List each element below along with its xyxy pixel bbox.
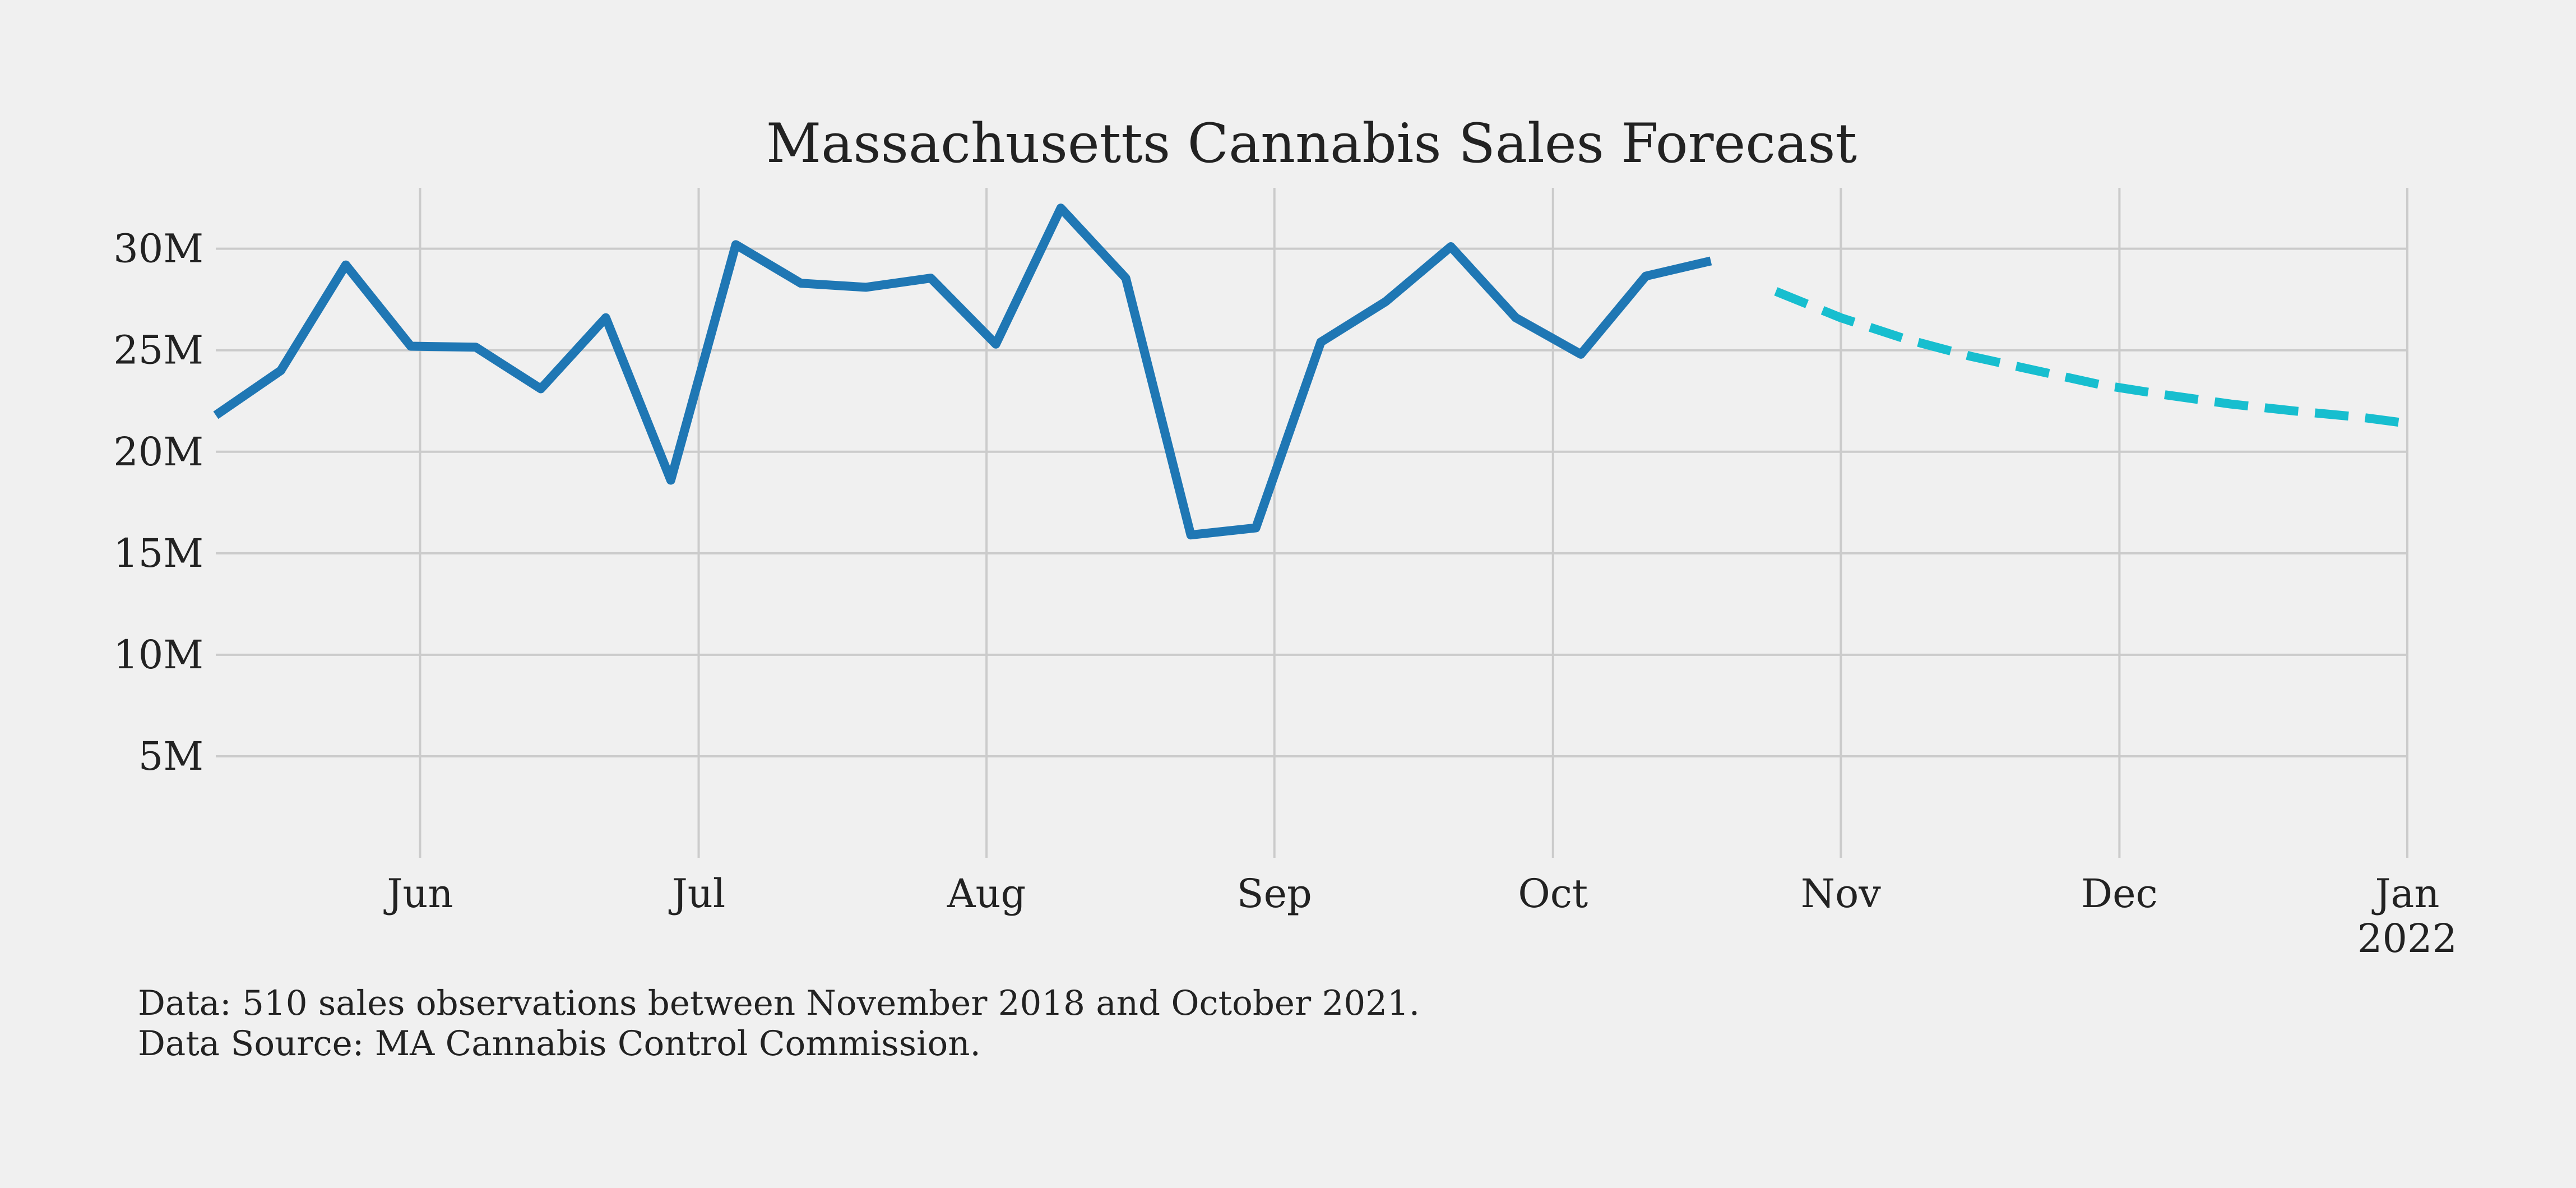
- sales-point: [540, 389, 541, 390]
- y-axis-ticks: 5M 10M 15M 20M 25M 30M: [113, 226, 203, 779]
- forecast-point: [2035, 370, 2036, 371]
- sales-point: [475, 346, 476, 348]
- y-tick-label: 5M: [138, 733, 203, 779]
- sales-point: [930, 278, 932, 279]
- sales-point: [410, 345, 411, 346]
- y-tick-label: 25M: [113, 327, 203, 373]
- y-tick-label: 15M: [113, 530, 203, 576]
- sales-point: [1255, 528, 1257, 529]
- sales-point: [865, 286, 867, 288]
- sales-point: [1060, 207, 1062, 209]
- forecast-point: [1840, 317, 1841, 318]
- x-tick-label: Jul: [669, 871, 726, 917]
- forecast-line: [1774, 287, 2408, 428]
- sales-line: [213, 204, 1712, 540]
- forecast-point: [1970, 356, 1971, 357]
- sales-point: [280, 370, 281, 371]
- sales-point: [1321, 341, 1322, 343]
- forecast-point: [2407, 423, 2408, 424]
- forecast-point: [2100, 384, 2101, 385]
- forecast-point: [2295, 410, 2296, 412]
- x-tick-label: Dec: [2081, 871, 2158, 917]
- y-tick-label: 30M: [113, 226, 203, 272]
- forecast-point: [2360, 417, 2361, 418]
- sales-point: [215, 415, 216, 416]
- x-tick-label: Jan: [2372, 871, 2440, 917]
- sales-point: [345, 265, 346, 266]
- sales-point: [1645, 276, 1646, 277]
- forecast-point: [1775, 291, 1776, 292]
- series-layer: [213, 204, 2408, 540]
- sales-point: [1190, 534, 1192, 535]
- x-tick-label: Aug: [947, 871, 1026, 917]
- sales-point: [670, 479, 671, 480]
- chart-title: Massachusetts Cannabis Sales Forecast: [766, 112, 1857, 175]
- footnote-data: Data: 510 sales observations between Nov…: [138, 983, 1420, 1023]
- x-tick-label: Sep: [1237, 871, 1312, 917]
- x-tick-label: Jun: [383, 871, 453, 917]
- sales-point: [605, 317, 606, 318]
- y-tick-label: 10M: [113, 632, 203, 678]
- x-tick-label: Oct: [1518, 871, 1588, 917]
- sales-point: [800, 283, 801, 284]
- forecast-point: [2230, 404, 2231, 405]
- x-tick-sublabel: 2022: [2357, 916, 2457, 962]
- sales-point: [1386, 301, 1387, 302]
- y-tick-label: 20M: [113, 429, 203, 475]
- sales-point: [1515, 317, 1516, 318]
- sales-point: [1580, 354, 1581, 355]
- sales-point: [1125, 278, 1127, 279]
- sales-point: [995, 344, 997, 345]
- sales-point: [735, 244, 736, 245]
- footnote-source: Data Source: MA Cannabis Control Commiss…: [138, 1024, 981, 1064]
- x-tick-label: Nov: [1801, 871, 1881, 917]
- sales-point: [1710, 260, 1711, 261]
- sales-point: [1451, 246, 1452, 247]
- forecast-point: [2165, 394, 2166, 395]
- gridlines: [216, 188, 2408, 858]
- forecast-point: [1905, 339, 1906, 340]
